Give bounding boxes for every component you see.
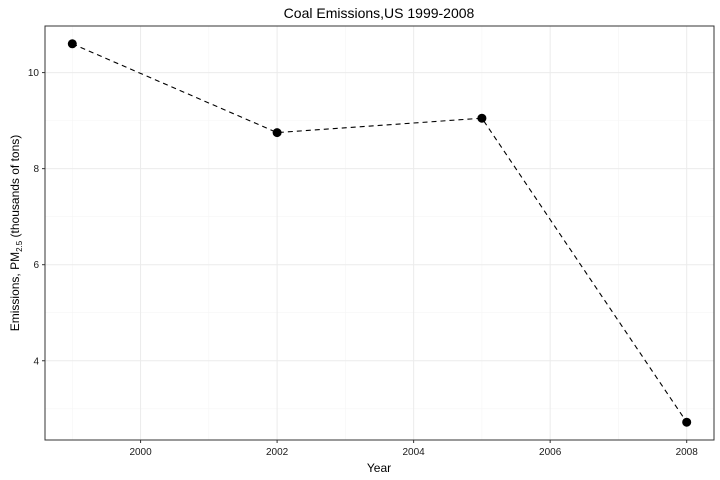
x-tick-label: 2002 (266, 447, 289, 458)
x-tick-label: 2008 (676, 447, 699, 458)
grid (45, 26, 714, 440)
x-tick-label: 2004 (403, 447, 426, 458)
y-tick-label: 10 (28, 68, 40, 79)
y-tick-label: 8 (33, 164, 39, 175)
panel-border (44, 25, 715, 441)
y-axis-title-suffix: (thousands of tons) (8, 135, 22, 241)
x-axis-title: Year (367, 461, 391, 475)
data-point-2002 (272, 128, 282, 138)
data-point-2005 (477, 113, 487, 123)
x-tick-label: 2006 (539, 447, 562, 458)
y-axis-title-subscript: 2.5 (15, 240, 24, 252)
x-tick-label: 2000 (129, 447, 152, 458)
axis-ticks: 2000 2002 2004 2006 2008 4 6 8 10 (28, 68, 698, 458)
data-point-1999 (67, 39, 77, 49)
series-line (72, 43, 688, 423)
y-axis-title: Emissions, PM2.5 (thousands of tons) (8, 135, 24, 332)
y-tick-label: 4 (33, 356, 39, 367)
y-axis-title-prefix: Emissions, PM (8, 252, 22, 331)
y-tick-label: 6 (33, 260, 39, 271)
series-coal-emissions (67, 39, 692, 427)
data-point-2008 (682, 417, 692, 427)
chart-title: Coal Emissions,US 1999-2008 (284, 5, 475, 21)
